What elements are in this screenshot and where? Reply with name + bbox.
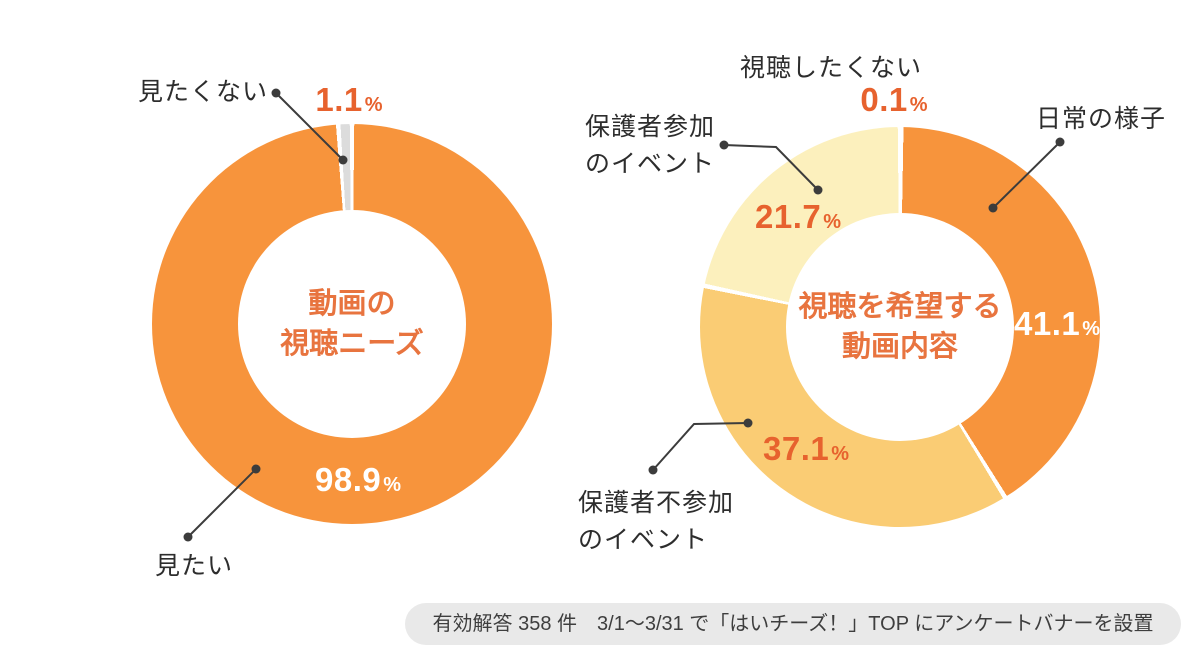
leader-dot (271, 88, 281, 98)
category-label-line: のイベント (578, 526, 709, 554)
pct-unit: % (909, 94, 928, 116)
pct-unit: % (364, 94, 383, 116)
category-label-line: 保護者不参加 (578, 489, 735, 517)
pct-value: 0.1 (860, 81, 908, 118)
pct-label-no-parent-participation: 37.1% (763, 430, 849, 468)
pct-value: 1.1 (315, 81, 363, 118)
category-label-want-to-watch: 見たい (155, 552, 234, 580)
survey-footnote: 有効解答 358 件 3/1〜3/31 で「はいチーズ！」TOP にアンケートバ… (405, 603, 1181, 645)
pct-label-parent-participation: 21.7% (755, 198, 841, 236)
pct-value: 41.1 (1013, 305, 1081, 342)
leader-dot (183, 532, 193, 542)
leader-dot (1055, 137, 1065, 147)
category-label-dont-want-to-view: 視聴したくない (740, 54, 923, 82)
chart-title-desired-content-line2: 動画内容 (841, 331, 958, 363)
chart-title-viewing-needs-line1: 動画の (308, 288, 396, 320)
category-label-parent-participation: 保護者参加 のイベント (585, 109, 715, 183)
leader-dot (719, 140, 729, 150)
category-label-line: 保護者参加 (585, 113, 716, 141)
pct-label-dont-want-to-view: 0.1% (860, 81, 927, 119)
donut-chart-viewing-needs: 動画の 視聴ニーズ (152, 124, 552, 524)
category-label-daily-life: 日常の様子 (1036, 105, 1167, 133)
pct-label-dont-want-to-watch: 1.1% (315, 81, 382, 119)
donut-hole-viewing-needs: 動画の 視聴ニーズ (238, 210, 466, 438)
leader-dot (648, 465, 658, 475)
pct-value: 37.1 (762, 430, 830, 467)
category-label-no-parent-participation: 保護者不参加 のイベント (578, 485, 734, 559)
category-label-dont-want-to-watch: 見たくない (138, 78, 269, 106)
pct-label-want-to-watch: 98.9% (315, 461, 401, 499)
pct-value: 21.7 (754, 198, 822, 235)
chart-title-desired-content-line1: 視聴を希望する (798, 291, 1002, 323)
chart-title-viewing-needs-line2: 視聴ニーズ (280, 328, 424, 360)
pct-unit: % (383, 474, 402, 496)
pct-unit: % (823, 211, 842, 233)
category-label-line: のイベント (585, 150, 716, 178)
pct-unit: % (1082, 318, 1101, 340)
donut-chart-desired-content: 視聴を希望する 動画内容 (700, 127, 1100, 527)
pct-unit: % (831, 443, 850, 465)
pct-label-daily-life: 41.1% (1014, 305, 1100, 343)
donut-hole-desired-content: 視聴を希望する 動画内容 (786, 213, 1014, 441)
pct-value: 98.9 (314, 461, 382, 498)
